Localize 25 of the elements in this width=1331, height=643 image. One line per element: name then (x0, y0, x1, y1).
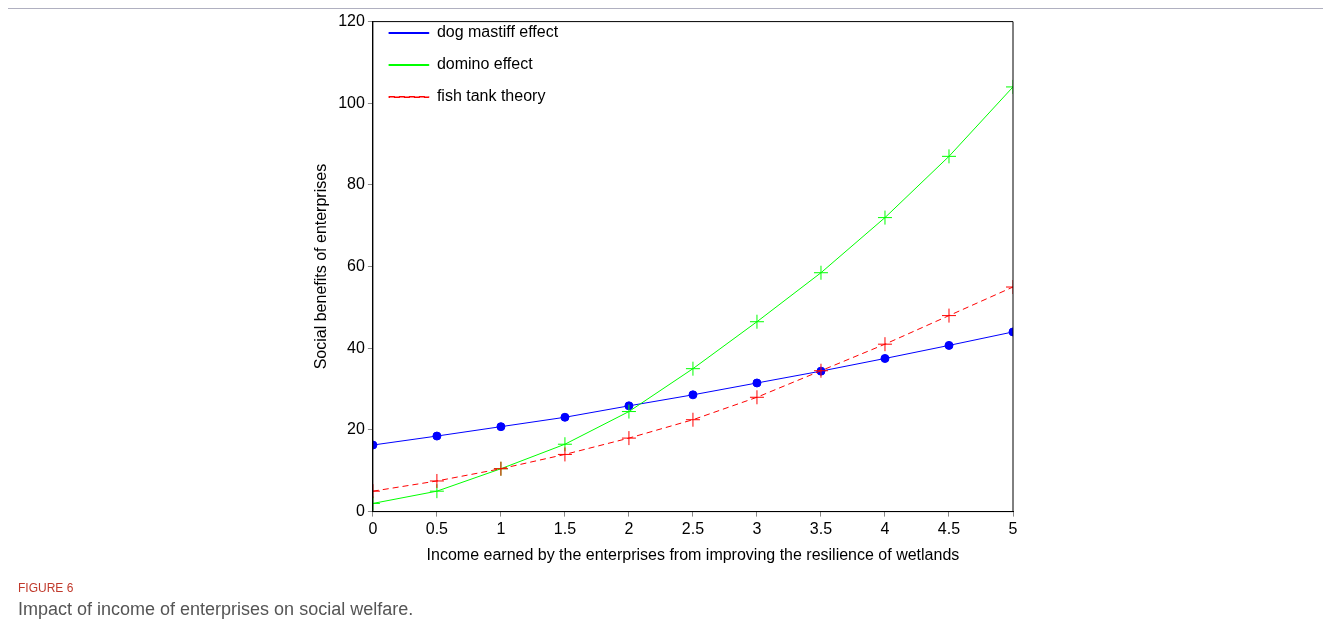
legend-label: fish tank theory (436, 87, 546, 105)
x-tick-label: 3.5 (809, 519, 833, 537)
y-tick-label: 100 (338, 93, 365, 111)
y-tick-label: 40 (347, 338, 365, 356)
legend-label: domino effect (436, 55, 534, 73)
x-tick-label: 1 (496, 519, 506, 537)
x-tick-label: 2.5 (681, 519, 705, 537)
y-tick-label: 80 (347, 175, 365, 193)
x-tick-label: 1.5 (553, 519, 577, 537)
y-tick-label: 60 (347, 257, 365, 275)
x-tick-label: 0 (368, 519, 378, 537)
x-tick-label: 2 (624, 519, 634, 537)
text: Impact of income of enterprises on social welfare. (18, 599, 415, 620)
y-tick-label: 0 (355, 502, 365, 520)
x-tick-label: 0.5 (425, 519, 449, 537)
caption: FIGURE 6 (18, 581, 75, 595)
y-tick-label: 20 (347, 420, 365, 438)
legend-label: dog mastiff effect (436, 23, 559, 41)
x-tick-label: 4 (880, 519, 890, 537)
x-tick-label: 3 (752, 519, 762, 537)
y-tick-label: 120 (338, 12, 365, 30)
x-axis-title: Income earned by the enterprises from improving the resilience of wetlands (426, 545, 960, 563)
x-tick-label: 4.5 (937, 519, 961, 537)
x-tick-label: 5 (1008, 519, 1018, 537)
y-axis-title: Social benefits of enterprises (312, 163, 330, 370)
